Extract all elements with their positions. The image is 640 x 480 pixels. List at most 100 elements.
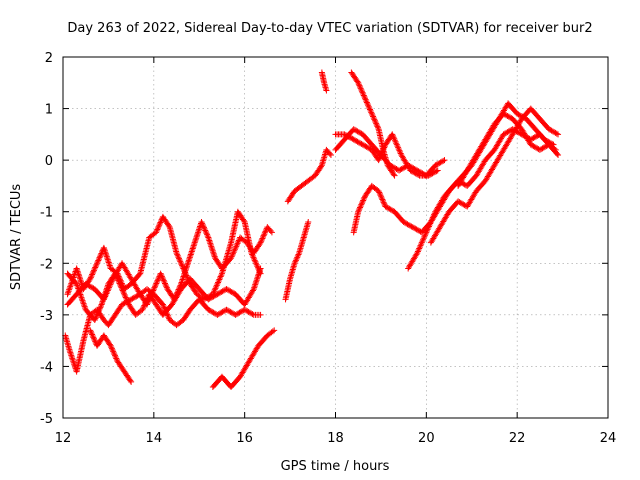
data-point	[217, 289, 224, 296]
data-point	[421, 233, 428, 240]
data-point	[393, 140, 400, 147]
data-point	[425, 223, 432, 230]
series-arc-6	[209, 327, 278, 391]
data-point	[110, 348, 117, 355]
data-point	[544, 137, 551, 144]
data-point	[223, 306, 230, 313]
data-point	[429, 170, 436, 177]
data-point	[202, 228, 209, 235]
data-point	[260, 232, 267, 239]
data-point	[219, 308, 226, 315]
data-point	[374, 123, 381, 130]
data-point	[257, 265, 264, 272]
data-point	[360, 197, 367, 204]
data-point	[141, 302, 148, 309]
data-point	[257, 311, 264, 318]
data-point	[420, 235, 427, 242]
data-point	[426, 171, 433, 178]
data-point	[112, 270, 119, 277]
data-point	[393, 165, 400, 172]
data-point	[362, 143, 369, 150]
data-point	[380, 199, 387, 206]
data-point	[257, 239, 264, 246]
data-point	[393, 141, 400, 148]
y-tick-label: 0	[45, 154, 53, 169]
data-point	[363, 98, 370, 105]
data-point	[553, 130, 560, 137]
data-point	[500, 131, 507, 138]
data-point	[160, 277, 167, 284]
data-point	[399, 165, 406, 172]
data-point	[361, 93, 368, 100]
data-point	[355, 139, 362, 146]
data-point	[210, 293, 217, 300]
data-point	[113, 355, 120, 362]
data-point	[534, 145, 541, 152]
data-point	[109, 347, 116, 354]
data-point	[409, 224, 416, 231]
data-point	[323, 87, 330, 94]
data-point	[199, 221, 206, 228]
data-point	[239, 308, 246, 315]
data-point	[456, 199, 463, 206]
series-arc-12	[332, 131, 441, 179]
data-point	[353, 137, 360, 144]
data-point	[214, 311, 221, 318]
data-point	[213, 283, 220, 290]
data-point	[258, 236, 265, 243]
data-point	[527, 141, 534, 148]
data-point	[530, 135, 537, 142]
data-point	[214, 280, 221, 287]
data-point	[507, 127, 514, 134]
data-point	[373, 120, 380, 127]
data-point	[92, 315, 99, 322]
data-point	[532, 144, 539, 151]
data-point	[551, 129, 558, 136]
data-point	[358, 200, 365, 207]
data-point	[385, 205, 392, 212]
data-point	[364, 144, 371, 151]
data-point	[457, 199, 464, 206]
data-point	[156, 222, 163, 229]
data-point	[368, 109, 375, 116]
data-point	[431, 211, 438, 218]
data-point	[115, 279, 122, 286]
data-point	[112, 272, 119, 279]
data-point	[94, 311, 101, 318]
data-point	[351, 126, 358, 133]
data-point	[381, 200, 388, 207]
data-point	[228, 253, 235, 260]
y-tick-label: 1	[45, 103, 53, 118]
data-point	[87, 328, 94, 335]
data-point	[423, 227, 430, 234]
data-point	[357, 203, 364, 210]
data-point	[532, 133, 539, 140]
data-point	[165, 314, 172, 321]
data-point	[362, 95, 369, 102]
data-point	[232, 244, 239, 251]
data-point	[127, 377, 134, 384]
y-tick-label: -3	[40, 309, 53, 324]
data-point	[244, 308, 251, 315]
data-series	[62, 69, 562, 391]
data-point	[228, 309, 235, 316]
data-point	[141, 301, 148, 308]
data-point	[292, 258, 299, 265]
data-point	[354, 128, 361, 135]
data-point	[173, 249, 180, 256]
data-point	[161, 304, 168, 311]
data-point	[113, 356, 120, 363]
data-point	[394, 143, 401, 150]
series-arc-9	[318, 69, 330, 94]
data-point	[97, 253, 104, 260]
data-point	[176, 255, 183, 262]
data-point	[362, 96, 369, 103]
data-point	[241, 306, 248, 313]
data-point	[89, 332, 96, 339]
data-point	[216, 276, 223, 283]
data-point	[215, 311, 222, 318]
data-point	[293, 255, 300, 262]
y-tick-label: -4	[40, 360, 53, 375]
data-point	[218, 309, 225, 316]
data-point	[292, 257, 299, 264]
